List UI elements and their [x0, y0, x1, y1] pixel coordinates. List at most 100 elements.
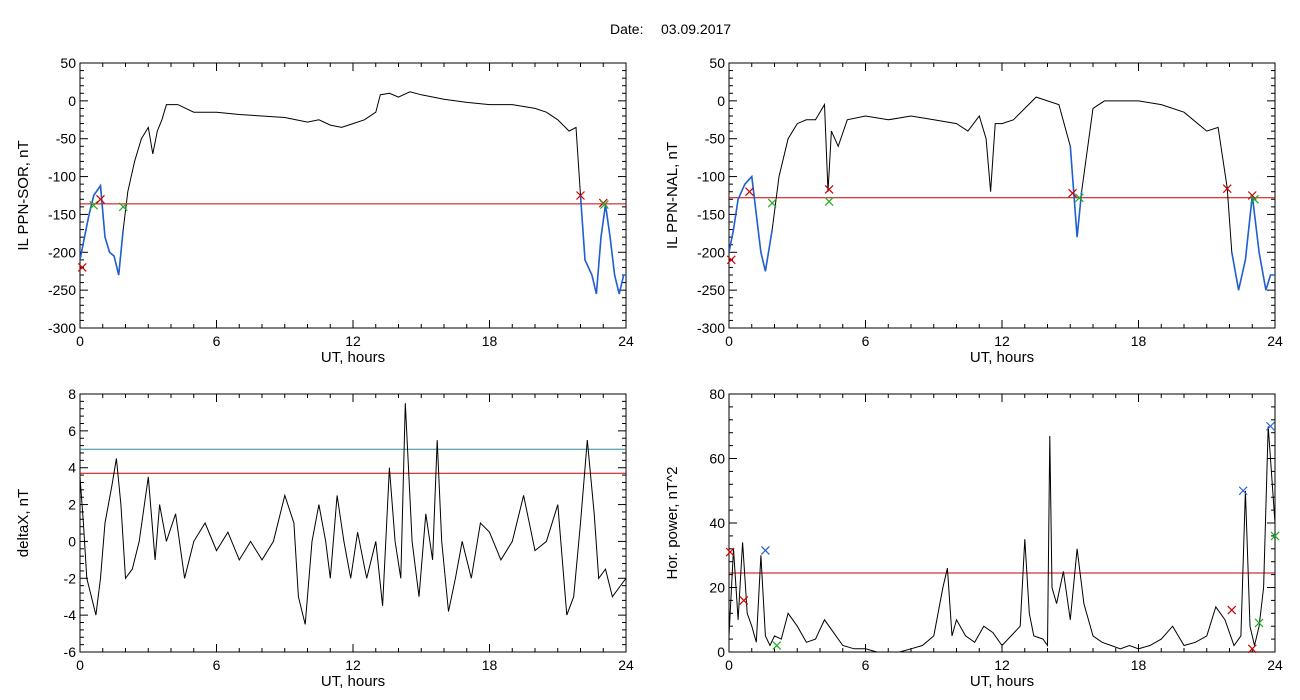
plot-frame: [728, 62, 1276, 329]
marker-green: [1250, 194, 1259, 204]
y-tick-label: -250: [48, 282, 76, 298]
y-tick-label: 0: [68, 533, 76, 549]
y-tick-label: -2: [64, 570, 77, 586]
x-tick-label: 18: [482, 333, 498, 349]
highlight-segment: [729, 174, 773, 272]
y-axis-label: deltaX, nT: [15, 489, 32, 557]
y-tick-label: -50: [705, 131, 725, 147]
marker-red: [1068, 188, 1077, 198]
y-axis-label: Hor. power, nT^2: [664, 467, 681, 580]
x-tick-label: 24: [1267, 657, 1283, 673]
x-axis-label: UT, hours: [321, 349, 385, 366]
date-label: Date:: [610, 21, 643, 37]
x-tick-label: 0: [725, 657, 733, 673]
y-tick-label: 40: [709, 515, 725, 531]
marker-red: [1247, 644, 1257, 654]
chart-panel-3: 0 6 12 18 24 UT, hours 8 6 4 2 0 -2 -4 -6 deltaX, nT: [15, 386, 634, 690]
chart-panel-1: 0 6 12 18 24 UT, hours 50 0 -50 -100 -150 -200 -250 -…: [15, 55, 634, 366]
y-axis-label: IL PPN-SOR, nT: [15, 140, 32, 250]
data-line: [729, 96, 1275, 291]
x-tick-label: 12: [345, 657, 361, 673]
x-tick-label: 6: [862, 657, 870, 673]
x-tick-label: 12: [994, 333, 1010, 349]
marker-blue: [1266, 421, 1275, 431]
x-axis-label: UT, hours: [321, 673, 385, 690]
marker-green: [599, 200, 609, 210]
y-tick-label: -200: [697, 244, 725, 260]
marker-red: [96, 194, 105, 204]
highlight-segment: [1069, 146, 1083, 238]
y-tick-label: 80: [709, 386, 725, 402]
x-tick-label: 24: [618, 333, 634, 349]
marker-green: [772, 641, 782, 650]
marker-red: [726, 255, 736, 265]
y-tick-label: 0: [717, 93, 725, 109]
x-tick-label: 18: [482, 657, 498, 673]
highlight-segment: [1231, 195, 1275, 291]
y-tick-label: 50: [709, 55, 725, 71]
x-tick-label: 6: [213, 333, 221, 349]
y-tick-label: 4: [68, 460, 76, 476]
x-axis-label: UT, hours: [970, 349, 1034, 366]
marker-red: [1227, 605, 1237, 615]
y-tick-label: -150: [697, 206, 725, 222]
data-line: [729, 426, 1275, 652]
y-axis-label: IL PPN-NAL, nT: [664, 142, 681, 249]
x-tick-label: 24: [1267, 333, 1283, 349]
y-tick-label: 2: [68, 497, 76, 513]
marker-red: [576, 191, 585, 200]
x-tick-label: 24: [618, 657, 634, 673]
y-tick-label: -300: [48, 320, 76, 336]
y-tick-label: 8: [68, 386, 76, 402]
data-line: [80, 91, 626, 295]
marker-green: [824, 197, 834, 206]
y-tick-label: -4: [64, 607, 77, 623]
y-tick-label: -200: [48, 244, 76, 260]
x-tick-label: 0: [76, 657, 84, 673]
marker-blue: [1238, 486, 1248, 496]
date-value: 03.09.2017: [661, 21, 731, 37]
marker-green: [1254, 618, 1264, 628]
marker-green: [1270, 531, 1280, 541]
plot-frame: [79, 393, 627, 653]
highlight-segment: [80, 183, 124, 276]
marker-red: [725, 547, 735, 557]
plot-frame: [728, 393, 1276, 653]
marker-red: [1222, 184, 1232, 194]
x-tick-label: 6: [213, 657, 221, 673]
marker-green: [767, 198, 777, 208]
y-tick-label: 0: [68, 93, 76, 109]
y-tick-label: 0: [717, 644, 725, 660]
x-tick-label: 0: [76, 333, 84, 349]
y-tick-label: -100: [697, 169, 725, 185]
marker-blue: [760, 545, 770, 555]
y-tick-label: 50: [60, 55, 76, 71]
y-tick-label: -100: [48, 169, 76, 185]
x-tick-label: 12: [994, 657, 1010, 673]
marker-red: [77, 263, 87, 272]
marker-red: [745, 187, 754, 197]
y-tick-label: -150: [48, 206, 76, 222]
marker-red: [739, 595, 749, 605]
marker-green: [1074, 193, 1084, 203]
y-tick-label: -6: [64, 644, 77, 660]
data-line: [80, 403, 626, 625]
chart-panel-4: 0 6 12 18 24 UT, hours 80 60 40 20 0 Hor. power, nT…: [664, 386, 1283, 690]
y-tick-label: -250: [697, 282, 725, 298]
x-tick-label: 18: [1131, 333, 1147, 349]
highlight-segment: [579, 195, 626, 295]
y-tick-label: -50: [56, 131, 76, 147]
y-tick-label: 60: [709, 451, 725, 467]
chart-panel-2: 0 6 12 18 24 UT, hours 50 0 -50 -100 -150 -200 -250 -…: [664, 55, 1283, 366]
y-tick-label: -300: [697, 320, 725, 336]
y-tick-label: 6: [68, 423, 76, 439]
x-axis-label: UT, hours: [970, 673, 1034, 690]
marker-red: [824, 185, 834, 194]
x-tick-label: 18: [1131, 657, 1147, 673]
marker-green: [118, 202, 128, 212]
y-tick-label: 20: [709, 580, 725, 596]
plot-frame: [79, 62, 627, 329]
